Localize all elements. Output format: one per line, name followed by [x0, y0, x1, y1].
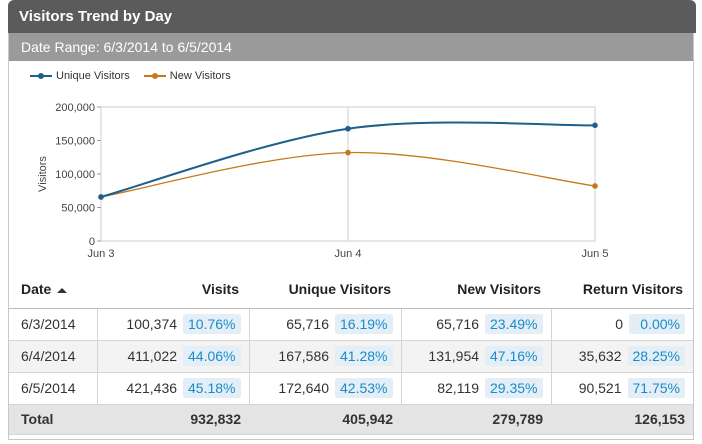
percent-badge: 29.35% [485, 378, 543, 398]
percent-badge: 47.16% [485, 346, 543, 366]
cell-visits: 421,436 45.18% [96, 372, 249, 405]
cell-new: 65,716 23.49% [400, 308, 551, 341]
data-point-new-visitors [592, 183, 598, 189]
cell-unique: 65,716 16.19% [248, 308, 401, 341]
total-label: Total [9, 404, 97, 435]
table-row: 6/3/2014 100,374 10.76% 65,716 16.19% 65,7… [9, 308, 693, 341]
legend-swatch-unique [30, 72, 52, 80]
cell-date: 6/4/2014 [9, 340, 97, 373]
visitors-table: Date Visits Unique Visitors New Visitors… [9, 270, 693, 435]
cell-date: 6/5/2014 [9, 372, 97, 405]
panel-title: Visitors Trend by Day [19, 8, 173, 25]
cell-return: 0 0.00% [550, 308, 693, 341]
percent-badge: 44.06% [183, 346, 241, 366]
legend-item-new-visitors[interactable]: New Visitors [143, 70, 231, 82]
percent-badge: 10.76% [183, 314, 241, 334]
column-header-date[interactable]: Date [9, 270, 97, 309]
y-tick-label: 200,000 [55, 102, 95, 114]
cell-return: 35,632 28.25% [550, 340, 693, 373]
cell-new: 82,119 29.35% [400, 372, 551, 405]
legend-label-new: New Visitors [169, 70, 231, 82]
percent-badge: 28.25% [627, 346, 685, 366]
data-point-unique-visitors [98, 194, 104, 200]
total-visits: 932,832 [97, 404, 249, 435]
chart-legend: Unique Visitors New Visitors [30, 70, 245, 82]
x-tick-label: Jun 4 [335, 248, 362, 260]
legend-swatch-new [143, 72, 166, 80]
legend-item-unique-visitors[interactable]: Unique Visitors [30, 70, 130, 82]
column-header-visits[interactable]: Visits [97, 270, 249, 309]
column-header-return-visitors[interactable]: Return Visitors [551, 270, 693, 309]
data-point-new-visitors [345, 149, 351, 156]
table-row: 6/5/2014 421,436 45.18% 172,640 42.53% 82,… [9, 372, 693, 405]
y-axis-label: Visitors [37, 156, 49, 192]
date-range-bar: Date Range: 6/3/2014 to 6/5/2014 [9, 33, 693, 61]
cell-visits: 100,374 10.76% [96, 308, 249, 341]
y-tick-label: 150,000 [55, 136, 95, 148]
cell-visits: 411,022 44.06% [96, 340, 249, 373]
table-row: 6/4/2014 411,022 44.06% 167,586 41.28% 131… [9, 340, 693, 373]
total-new: 279,789 [401, 404, 551, 435]
total-unique: 405,942 [249, 404, 401, 435]
percent-badge: 42.53% [335, 378, 393, 398]
table-header-row: Date Visits Unique Visitors New Visitors… [9, 270, 693, 309]
percent-badge: 0.00% [629, 314, 685, 334]
y-tick-label: 100,000 [55, 169, 95, 181]
data-point-unique-visitors [345, 125, 351, 132]
cell-new: 131,954 47.16% [400, 340, 551, 373]
date-range-label: Date Range: 6/3/2014 to 6/5/2014 [21, 39, 232, 55]
table-total-row: Total 932,832 405,942 279,789 126,153 [9, 404, 693, 435]
cell-return: 90,521 71.75% [550, 372, 693, 405]
cell-unique: 167,586 41.28% [248, 340, 401, 373]
y-tick-label: 50,000 [61, 203, 95, 215]
x-tick-label: Jun 5 [582, 248, 609, 260]
legend-label-unique: Unique Visitors [56, 70, 130, 82]
cell-unique: 172,640 42.53% [248, 372, 401, 405]
percent-badge: 23.49% [485, 314, 543, 334]
panel-title-bar: Visitors Trend by Day [8, 0, 696, 33]
cell-date: 6/3/2014 [9, 308, 97, 341]
visitors-line-chart: Jun 3 Jun 4 Jun 5 0 50,000 100,000 150,000 200,… [37, 102, 609, 260]
column-header-unique-visitors[interactable]: Unique Visitors [249, 270, 401, 309]
column-header-new-visitors[interactable]: New Visitors [401, 270, 551, 309]
percent-badge: 45.18% [183, 378, 241, 398]
data-point-unique-visitors [592, 122, 598, 129]
y-tick-label: 0 [89, 236, 95, 248]
x-tick-label: Jun 3 [88, 248, 115, 260]
percent-badge: 71.75% [627, 378, 685, 398]
percent-badge: 41.28% [335, 346, 393, 366]
sort-ascending-icon [57, 287, 68, 293]
total-return: 126,153 [551, 404, 693, 435]
percent-badge: 16.19% [335, 314, 393, 334]
